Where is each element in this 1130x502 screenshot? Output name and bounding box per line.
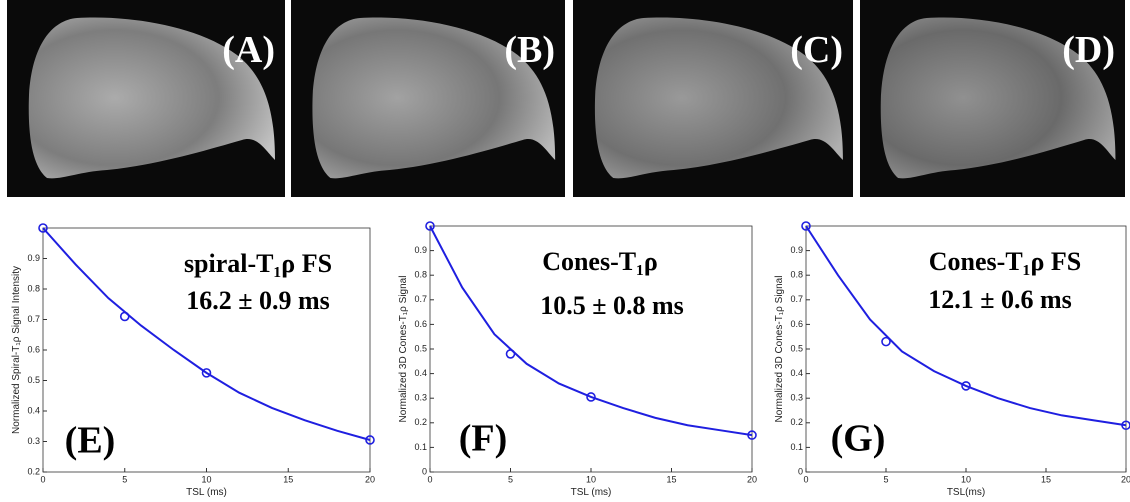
x-tick-label: 15 [283, 474, 293, 484]
y-tick-label: 0.5 [790, 343, 803, 353]
annotation: 12.1 ± 0.6 ms [928, 285, 1072, 314]
x-tick-label: 10 [201, 474, 211, 484]
y-tick-label: 0.6 [790, 319, 803, 329]
annotation: Cones-T₁ρ [542, 247, 658, 276]
y-tick-label: 0.2 [27, 466, 40, 476]
image-panel: (C) [573, 0, 853, 197]
x-tick-label: 10 [961, 474, 971, 484]
y-tick-label: 0.3 [27, 436, 40, 446]
x-tick-label: 20 [747, 474, 757, 484]
y-tick-label: 0.2 [790, 417, 803, 427]
image-label: (A) [222, 29, 275, 71]
figure: (A) (B) (C) (D) 0 5 10 15 20 0.2 0.3 0.4 0.5 0.6 0.7 0.… [0, 0, 1130, 502]
y-tick-label: 0.6 [27, 344, 40, 354]
x-tick-label: 0 [40, 474, 45, 484]
y-tick-label: 0 [798, 466, 803, 476]
image-panel: (A) [7, 0, 285, 197]
annotation: (F) [459, 418, 508, 460]
y-tick-label: 0.3 [414, 393, 427, 403]
annotation: spiral-T₁ρ FS [184, 249, 332, 278]
x-tick-label: 20 [365, 474, 375, 484]
y-tick-label: 0.5 [414, 343, 427, 353]
x-tick-label: 5 [883, 474, 888, 484]
y-tick-label: 0.6 [414, 319, 427, 329]
annotation: Cones-T₁ρ FS [929, 247, 1081, 276]
x-tick-label: 15 [666, 474, 676, 484]
y-tick-label: 0.4 [27, 405, 40, 415]
image-label: (B) [504, 29, 555, 71]
x-tick-label: 15 [1041, 474, 1051, 484]
y-tick-label: 0.4 [414, 368, 427, 378]
y-tick-label: 0 [422, 466, 427, 476]
y-tick-label: 0.1 [790, 442, 803, 452]
y-tick-label: 0.2 [414, 417, 427, 427]
y-tick-label: 0.5 [27, 375, 40, 385]
image-panel: (D) [860, 0, 1125, 197]
image-label: (D) [1062, 29, 1115, 71]
y-tick-label: 0.7 [790, 294, 803, 304]
y-tick-label: 0.3 [790, 393, 803, 403]
x-tick-label: 10 [586, 474, 596, 484]
x-axis-label: TSL (ms) [186, 487, 227, 498]
x-tick-label: 0 [427, 474, 432, 484]
y-tick-label: 0.7 [414, 294, 427, 304]
y-tick-label: 0.9 [790, 245, 803, 255]
x-tick-label: 5 [122, 474, 127, 484]
y-tick-label: 0.9 [414, 245, 427, 255]
annotation: (E) [65, 420, 116, 462]
y-tick-label: 0.8 [27, 283, 40, 293]
image-panel: (B) [291, 0, 565, 197]
x-tick-label: 5 [508, 474, 513, 484]
y-axis-label: Normalized Spiral-T₁ρ Signal Intensity [11, 266, 22, 434]
y-tick-label: 0.7 [27, 314, 40, 324]
x-tick-label: 0 [803, 474, 808, 484]
x-tick-label: 20 [1121, 474, 1130, 484]
y-tick-label: 0.8 [790, 270, 803, 280]
x-axis-label: TSL(ms) [947, 487, 985, 498]
x-axis-label: TSL (ms) [571, 487, 612, 498]
y-axis-label: Normalized 3D Cones-T₁ρ Signal [774, 276, 785, 423]
y-tick-label: 0.4 [790, 368, 803, 378]
y-axis-label: Normalized 3D Cones-T₁ρ Signal [398, 276, 409, 423]
annotation: 16.2 ± 0.9 ms [186, 286, 330, 315]
y-tick-label: 0.8 [414, 270, 427, 280]
annotation: 10.5 ± 0.8 ms [540, 291, 684, 320]
annotation: (G) [831, 418, 886, 460]
y-tick-label: 0.9 [27, 253, 40, 263]
y-tick-label: 0.1 [414, 442, 427, 452]
image-label: (C) [790, 29, 843, 71]
